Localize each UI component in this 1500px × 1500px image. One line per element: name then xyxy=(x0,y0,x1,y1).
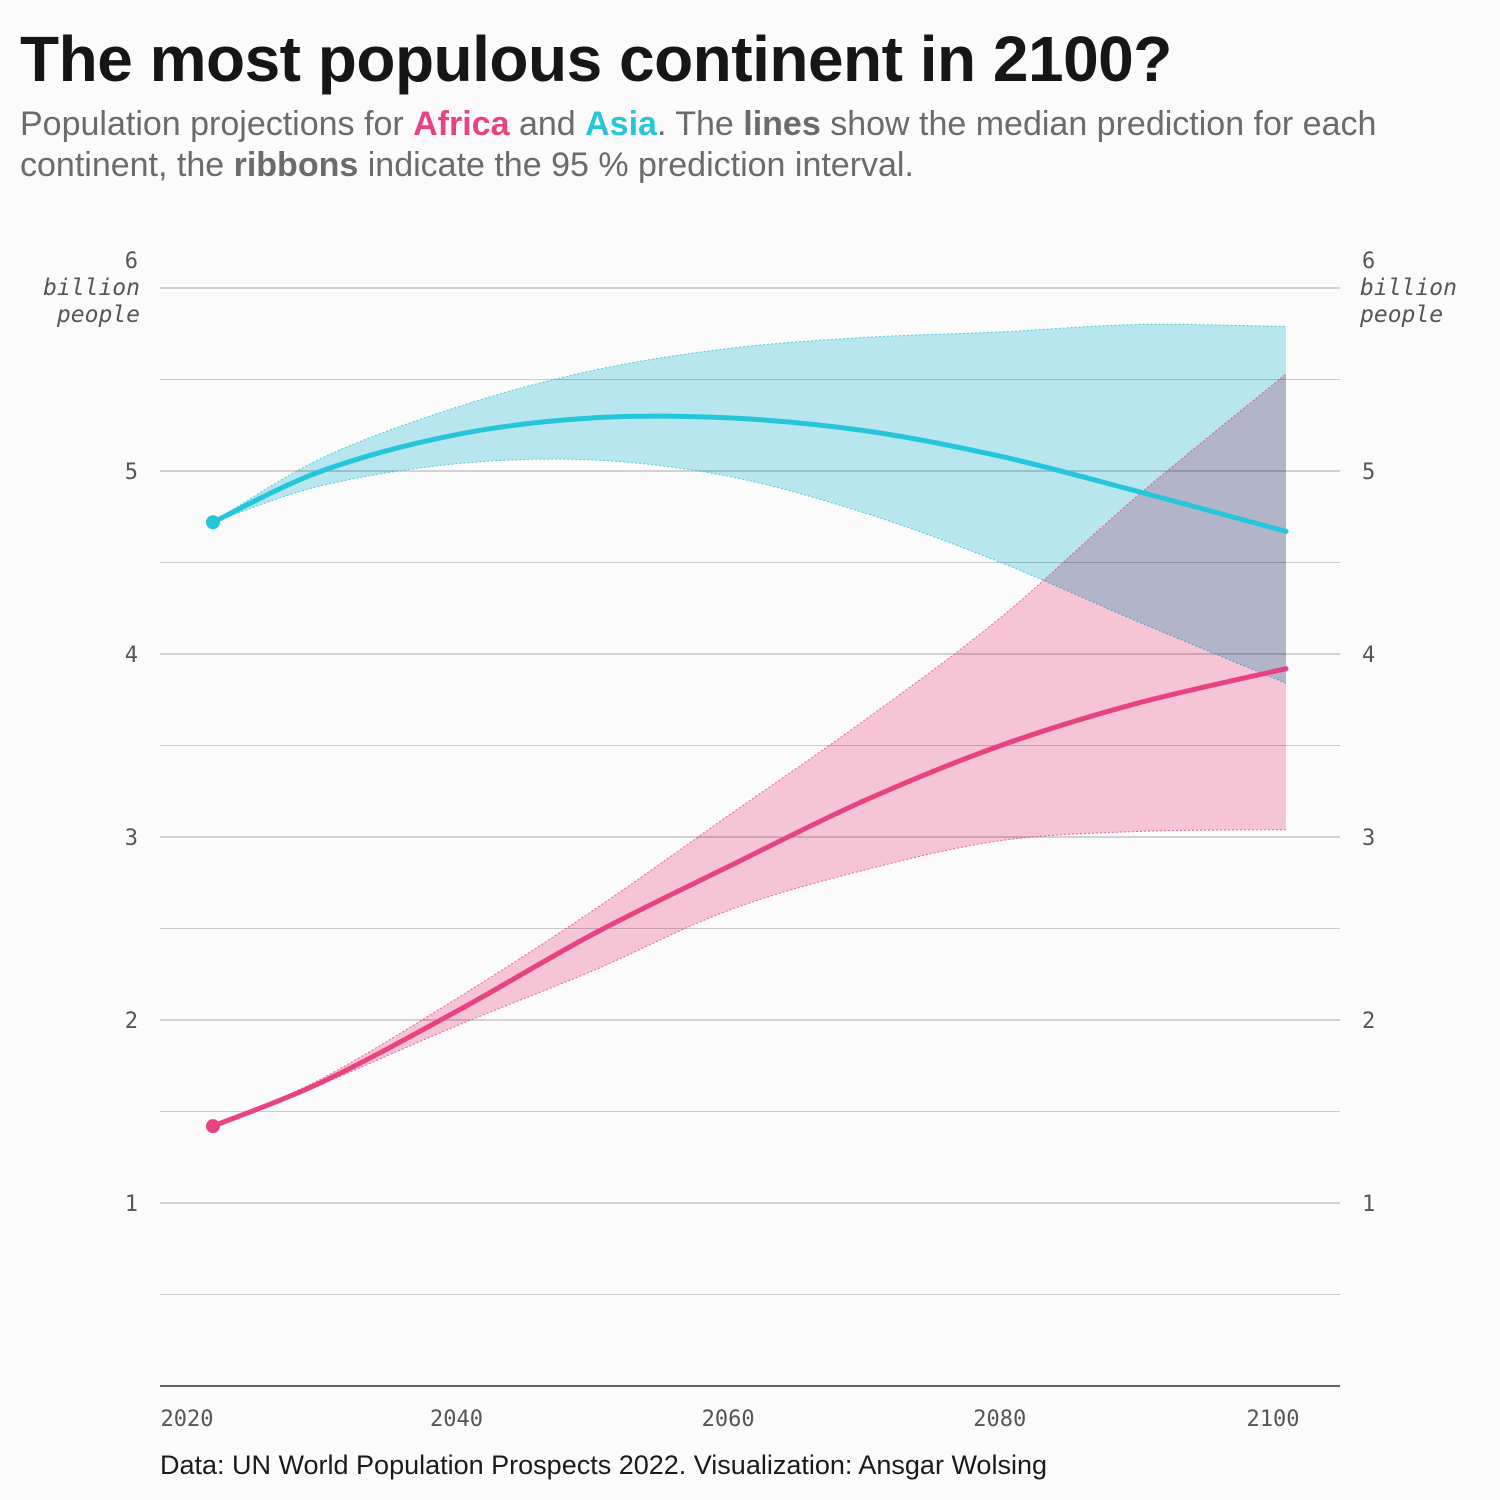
y-tick-label-right: 6 xyxy=(1362,249,1375,274)
line-layer xyxy=(206,413,1289,1134)
x-tick-label: 2060 xyxy=(702,1407,755,1432)
africa-start-point xyxy=(206,1119,220,1134)
axis-layer: 1 1 2 2 3 3 4 4 5 5 6 6 2020 2040 2060 2080 2100 xyxy=(125,249,1376,1432)
africa-ribbon xyxy=(213,374,1286,1127)
subtitle-africa-label: Africa xyxy=(413,105,510,143)
source-caption: Data: UN World Population Prospects 2022… xyxy=(160,1450,1047,1480)
asia-ribbon xyxy=(213,324,1286,684)
y-tick-label-left: 6 xyxy=(125,249,138,274)
y-tick-label-left: 3 xyxy=(125,826,138,851)
x-tick-label: 2100 xyxy=(1247,1407,1300,1432)
y-tick-label-left: 2 xyxy=(125,1009,138,1034)
asia-ribbon-upper-edge xyxy=(212,323,1287,523)
subtitle-text-5: indicate the 95 % prediction interval. xyxy=(358,146,914,184)
y-tick-label-right: 2 xyxy=(1362,1009,1375,1034)
subtitle-text-2: and xyxy=(509,105,586,143)
subtitle-ribbons-label: ribbons xyxy=(233,146,359,184)
subtitle-asia-label: Asia xyxy=(585,105,657,143)
y-tick-label-right: 4 xyxy=(1362,643,1375,668)
y-unit-right-line1: billion xyxy=(1360,275,1457,301)
asia-median-line xyxy=(210,413,1289,534)
y-unit-right-line2: people xyxy=(1359,302,1443,328)
africa-median-line xyxy=(210,666,1289,1129)
y-tick-label-left: 5 xyxy=(125,460,138,485)
chart-title: The most populous continent in 2100? xyxy=(20,23,1172,95)
ribbon-layer xyxy=(212,323,1287,1127)
y-tick-label-right: 5 xyxy=(1362,460,1375,485)
africa-ribbon-lower-edge xyxy=(212,829,1287,1127)
subtitle-text-4: show the median prediction for each cont… xyxy=(20,105,1377,184)
subtitle-text-3: . The xyxy=(656,105,744,143)
y-unit-left-line1: billion xyxy=(43,275,140,301)
y-tick-label-right: 1 xyxy=(1362,1192,1375,1217)
y-tick-label-left: 4 xyxy=(125,643,138,668)
y-tick-label-left: 1 xyxy=(125,1192,138,1217)
subtitle-text-1: Population projections for xyxy=(20,105,414,143)
x-tick-label: 2020 xyxy=(161,1407,214,1432)
y-tick-label-right: 3 xyxy=(1362,826,1375,851)
x-tick-label: 2080 xyxy=(973,1407,1026,1432)
chart-subtitle: Population projections for Africa and As… xyxy=(20,104,1420,186)
subtitle-lines-label: lines xyxy=(743,105,821,143)
y-unit-left-line2: people xyxy=(56,302,140,328)
asia-start-point xyxy=(206,515,220,530)
x-tick-label: 2040 xyxy=(430,1407,483,1432)
